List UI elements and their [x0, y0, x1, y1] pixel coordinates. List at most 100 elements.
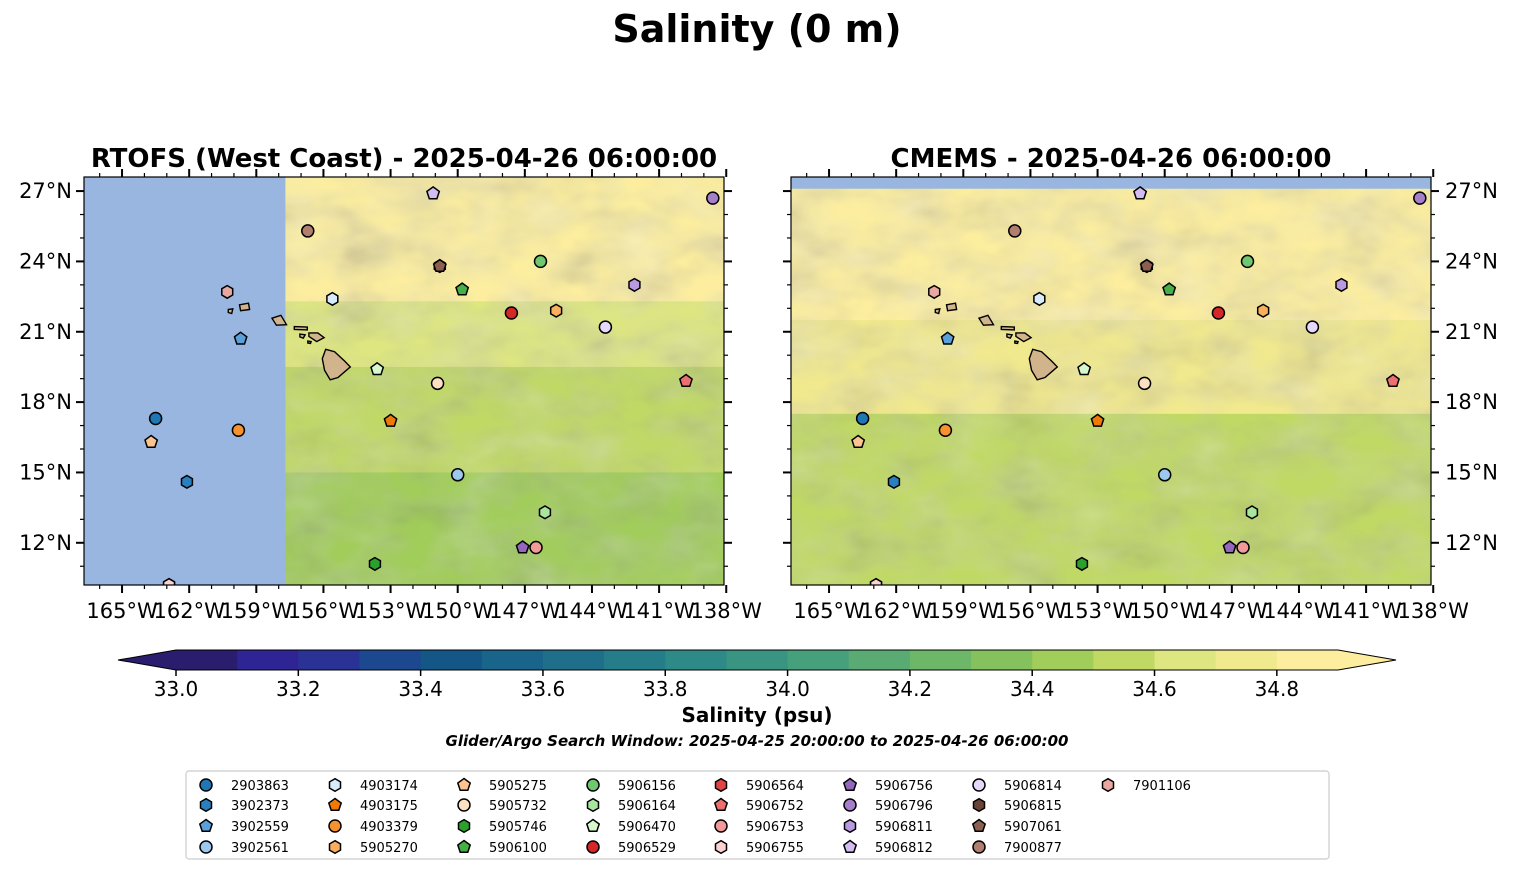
- y-tick-label: 27°N: [19, 179, 72, 203]
- colorbar-swatch: [1032, 650, 1094, 670]
- obs-5906812: [1133, 185, 1148, 200]
- legend-item-4903175: 4903175: [327, 797, 418, 814]
- colorbar-extend-min: [118, 650, 176, 670]
- island-kauai: [945, 302, 958, 312]
- legend-item-5905732: 5905732: [457, 798, 547, 814]
- colorbar-swatch: [787, 650, 850, 670]
- island-lanai: [299, 333, 307, 339]
- legend-marker: [714, 839, 728, 855]
- legend-marker: [199, 778, 213, 792]
- legend-item-4903379: 4903379: [328, 819, 418, 835]
- x-tick-label: 159°W: [221, 599, 293, 623]
- legend-item-7901106: 7901106: [1101, 777, 1191, 794]
- legend-marker: [713, 797, 729, 811]
- legend-marker: [586, 840, 600, 854]
- legend-item-5906814: 5906814: [972, 778, 1062, 794]
- colorbar-swatch: [971, 650, 1033, 670]
- obs-2903863: [148, 411, 163, 426]
- legend-item-5905746: 5905746: [457, 818, 547, 835]
- obs-4903174: [1033, 291, 1046, 307]
- legend-item-5906100: 5906100: [456, 839, 547, 856]
- legend-label: 5906564: [746, 779, 804, 794]
- island-molokai: [293, 325, 308, 331]
- colorbar-tick-label: 33.4: [398, 677, 443, 701]
- legend-item-5906752: 5906752: [713, 797, 804, 814]
- x-tick-label: 162°W: [860, 599, 932, 623]
- obs-5905270: [1256, 303, 1270, 318]
- obs-5906529: [504, 306, 519, 320]
- legend-item-5906529: 5906529: [586, 840, 676, 856]
- obs-5906529: [1211, 306, 1226, 320]
- y-tick-label: 12°N: [1445, 531, 1498, 555]
- obs-7900877: [301, 224, 315, 238]
- obs-5905270: [549, 303, 563, 318]
- legend-label: 3902561: [231, 841, 289, 856]
- panel-cmems: CMEMS - 2025-04-26 06:00:00 165°W162°W15…: [783, 144, 1498, 623]
- legend-marker: [586, 778, 600, 792]
- legend-label: 3902373: [231, 799, 289, 814]
- x-tick-label: 147°W: [1196, 599, 1268, 623]
- legend-item-5907061: 5907061: [971, 818, 1062, 835]
- x-tick-label: 144°W: [556, 599, 628, 623]
- y-tick-label: 27°N: [1445, 179, 1498, 203]
- legend-marker: [972, 840, 986, 854]
- legend-label: 2903863: [231, 779, 289, 794]
- legend-label: 4903175: [360, 799, 418, 814]
- obs-5905275: [851, 434, 866, 448]
- legend-label: 7901106: [1133, 779, 1191, 794]
- y-tick-label: 15°N: [19, 460, 72, 484]
- obs-5906756: [1222, 540, 1237, 554]
- colorbar-swatch: [420, 650, 483, 670]
- legend-label: 5906753: [746, 820, 804, 835]
- colorbar-swatch: [1276, 650, 1339, 670]
- legend-marker: [586, 797, 600, 813]
- legend-marker: [199, 797, 213, 813]
- x-tick-label: 153°W: [355, 599, 427, 623]
- obs-5905275: [144, 434, 159, 448]
- obs-4903175: [1090, 413, 1105, 427]
- eddy-texture: [791, 177, 1431, 585]
- x-tick-label: 147°W: [489, 599, 561, 623]
- island-oahu: [977, 314, 995, 326]
- legend-marker: [585, 818, 601, 832]
- legend-item-5905275: 5905275: [456, 777, 547, 794]
- map-cmems[interactable]: 165°W162°W159°W156°W153°W150°W147°W144°W…: [783, 169, 1498, 623]
- legend-label: 4903379: [360, 820, 418, 835]
- legend-marker: [199, 840, 213, 854]
- obs-5906470: [370, 361, 385, 376]
- legend-marker: [1101, 777, 1115, 793]
- colorbar-tick-label: 33.6: [521, 677, 566, 701]
- map-rtofs[interactable]: 165°W162°W159°W156°W153°W150°W147°W144°W…: [19, 169, 762, 623]
- legend-item-5906755: 5906755: [714, 839, 804, 856]
- island-maui: [1015, 332, 1033, 343]
- island-oahu: [270, 314, 288, 326]
- map-frame: [790, 176, 1432, 586]
- legend-marker: [842, 839, 858, 853]
- obs-5905746: [1075, 556, 1089, 572]
- colorbar-swatch: [604, 650, 666, 670]
- x-tick-label: 165°W: [793, 599, 865, 623]
- y-tick-label: 18°N: [19, 390, 72, 414]
- obs-5906100: [455, 282, 470, 296]
- obs-5906755: [869, 577, 883, 585]
- obs-5906814: [598, 320, 613, 334]
- colorbar-tick-label: 34.6: [1132, 677, 1177, 701]
- legend-label: 5906756: [875, 779, 933, 794]
- legend-label: 4903174: [360, 779, 418, 794]
- x-tick-label: 162°W: [153, 599, 225, 623]
- legend-item-2903863: 2903863: [199, 778, 289, 794]
- legend-label: 5906164: [618, 799, 676, 814]
- legend-item-7900877: 7900877: [972, 840, 1062, 856]
- legend-marker: [843, 818, 857, 834]
- legend-label: 5906156: [618, 779, 676, 794]
- island-maui: [308, 332, 326, 343]
- legend-item-4903174: 4903174: [328, 777, 418, 794]
- island-kauai: [238, 302, 251, 312]
- x-tick-label: 141°W: [623, 599, 695, 623]
- y-tick-label: 21°N: [19, 320, 72, 344]
- x-tick-label: 156°W: [995, 599, 1067, 623]
- obs-3902559: [233, 331, 248, 345]
- legend-marker: [714, 777, 728, 793]
- legend-marker: [457, 798, 471, 812]
- obs-5907061: [1139, 258, 1154, 273]
